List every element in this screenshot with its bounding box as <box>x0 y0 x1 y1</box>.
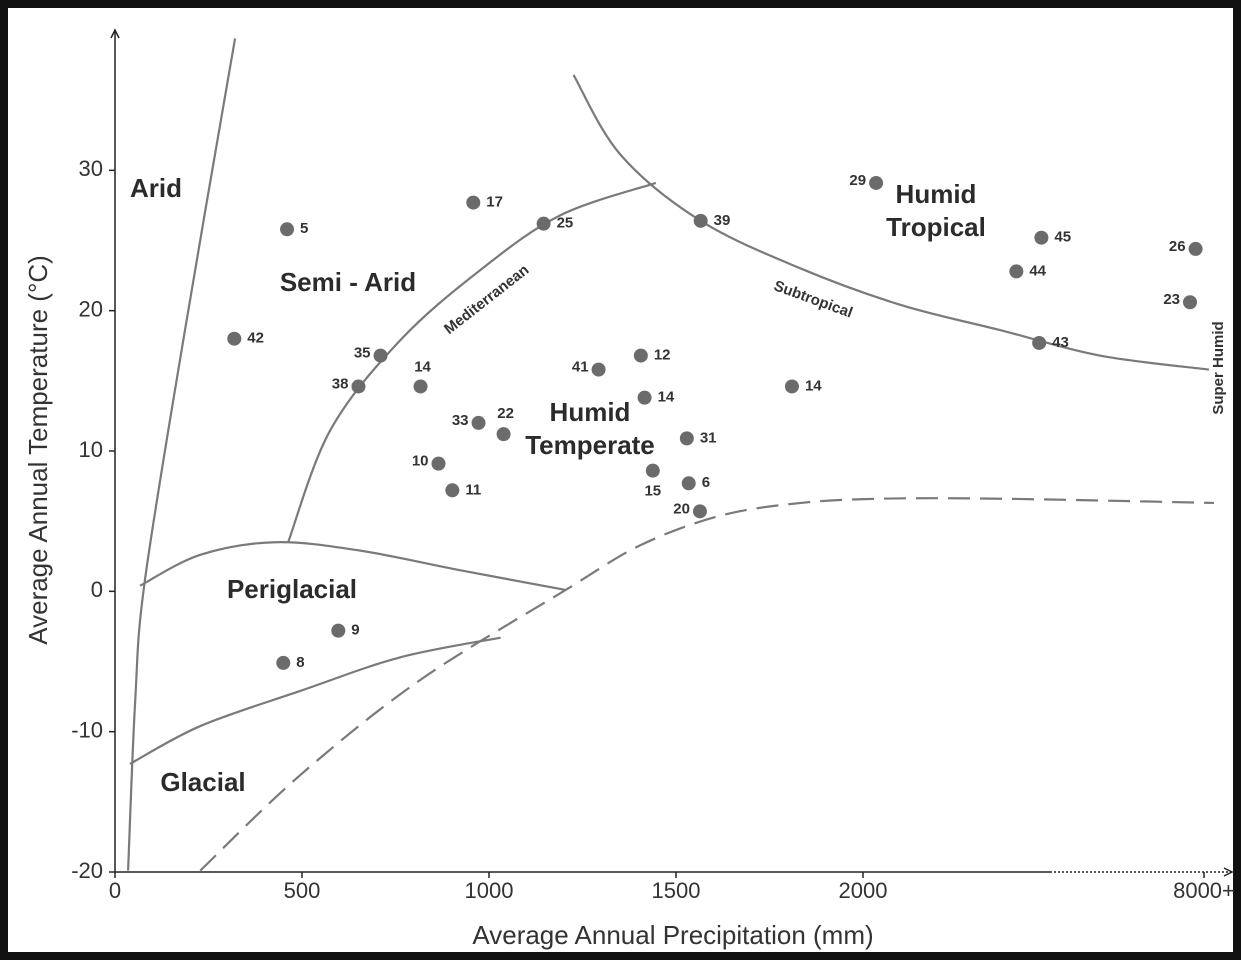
data-point <box>373 348 388 363</box>
data-point <box>1188 241 1203 256</box>
data-point <box>431 456 446 471</box>
boundary-line <box>287 181 657 543</box>
data-point <box>1034 230 1049 245</box>
point-label: 9 <box>351 622 359 639</box>
x-tick-label: 0 <box>109 878 121 903</box>
point-label: 20 <box>673 500 690 517</box>
x-axis-arrow <box>1223 867 1234 877</box>
point-label: 25 <box>557 215 574 232</box>
point-label: 8 <box>296 654 304 671</box>
y-axis-title: Average Annual Temperature (°C) <box>23 255 53 645</box>
data-point <box>679 431 694 446</box>
data-point <box>633 348 648 363</box>
region-label: Humid <box>896 179 977 209</box>
point-label: 17 <box>486 194 503 211</box>
x-axis-title: Average Annual Precipitation (mm) <box>472 920 873 950</box>
region-label: Periglacial <box>227 574 357 604</box>
y-tick-label: 10 <box>79 437 103 462</box>
data-point <box>331 623 346 638</box>
data-point <box>1183 295 1197 310</box>
data-point <box>1009 264 1024 279</box>
y-tick-label: 20 <box>79 296 103 321</box>
boundary-line <box>572 74 1210 371</box>
point-label: 11 <box>465 481 481 498</box>
data-point <box>536 216 551 231</box>
point-label: 45 <box>1054 229 1071 246</box>
boundary-line <box>199 497 1214 872</box>
data-point <box>692 504 707 519</box>
point-label: 41 <box>572 359 589 376</box>
x-tick-label: 500 <box>284 878 321 903</box>
data-point <box>471 415 486 430</box>
boundary-line <box>139 541 566 592</box>
point-label: 5 <box>300 220 308 237</box>
point-label: 14 <box>414 358 431 375</box>
data-point <box>645 463 660 478</box>
x-tick-label: 1000 <box>465 878 514 903</box>
region-label: Humid <box>550 397 631 427</box>
region-label: Glacial <box>160 767 245 797</box>
data-point <box>351 379 366 394</box>
point-label: 10 <box>412 453 429 470</box>
region-label: Arid <box>130 173 182 203</box>
data-point <box>591 362 606 377</box>
x-tick-label: 2000 <box>839 878 888 903</box>
y-axis-arrow <box>110 28 120 39</box>
data-point <box>693 213 708 228</box>
data-point <box>280 222 295 237</box>
data-point <box>1032 335 1047 350</box>
y-tick-label: 30 <box>79 156 103 181</box>
data-point <box>227 331 242 346</box>
point-label: 38 <box>332 375 349 392</box>
region-label: Temperate <box>525 430 655 460</box>
region-label: Semi - Arid <box>280 267 416 297</box>
data-point <box>466 195 481 210</box>
x-tick-label: 8000+ <box>1173 878 1235 903</box>
y-tick-label: -20 <box>71 858 103 883</box>
point-label: 44 <box>1029 262 1046 279</box>
point-label: 26 <box>1169 238 1186 255</box>
point-label: 14 <box>805 377 822 394</box>
boundary-line <box>129 636 501 765</box>
data-point <box>784 379 799 394</box>
point-label: 14 <box>658 389 675 406</box>
data-point <box>445 483 460 498</box>
point-label: 35 <box>354 345 371 362</box>
point-label: 29 <box>849 172 866 189</box>
data-point <box>496 427 511 442</box>
data-point <box>869 175 884 190</box>
point-label: 39 <box>714 212 731 229</box>
data-point <box>637 390 652 405</box>
point-label: 6 <box>702 474 710 491</box>
point-label: 43 <box>1052 334 1069 351</box>
x-tick-label: 1500 <box>652 878 701 903</box>
boundary-line <box>126 38 237 871</box>
region-label: Tropical <box>886 212 986 242</box>
data-point <box>413 379 428 394</box>
data-point <box>681 476 696 491</box>
point-label: 22 <box>497 405 514 422</box>
point-label: 33 <box>452 412 469 429</box>
point-label: 12 <box>654 347 671 364</box>
y-tick-label: -10 <box>71 717 103 742</box>
point-label: 31 <box>700 429 717 446</box>
point-label: 42 <box>247 330 264 347</box>
y-tick-label: 0 <box>91 577 103 602</box>
point-label: 23 <box>1163 291 1180 308</box>
boundary-label: Super Humid <box>1210 321 1227 414</box>
data-point <box>276 655 291 670</box>
point-label: 15 <box>644 483 661 500</box>
